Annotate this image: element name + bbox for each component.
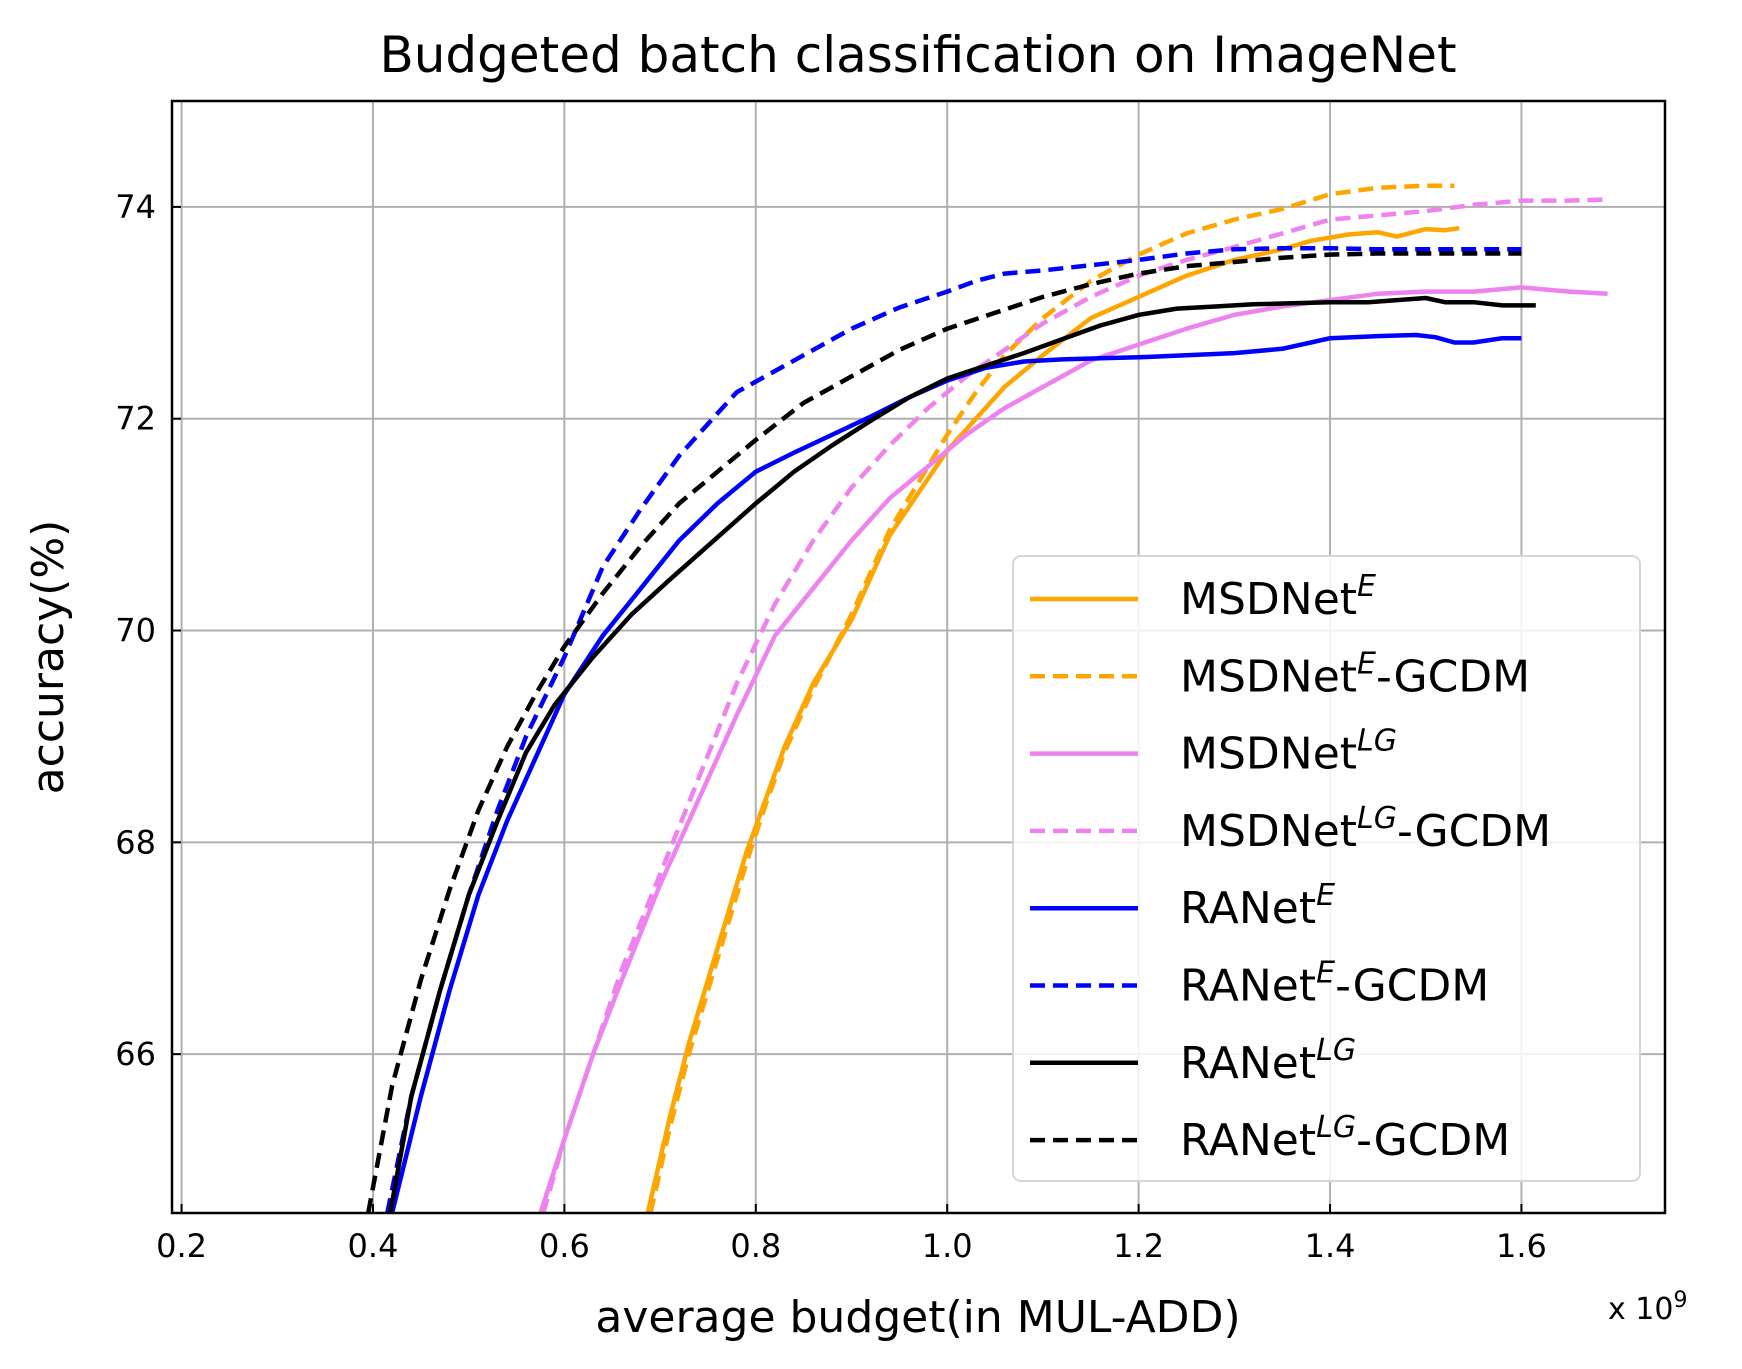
x-offset-exponent: 9	[1673, 1288, 1687, 1313]
x-tick-label: 1.0	[922, 1227, 973, 1265]
legend-label: MSDNetLG-GCDM	[1180, 801, 1551, 857]
x-tick-label: 1.4	[1305, 1227, 1356, 1265]
y-tick-label: 74	[115, 188, 156, 226]
legend-label-name: MSDNet	[1180, 574, 1357, 625]
legend-label-superscript: E	[1316, 956, 1335, 991]
x-tick-label: 0.4	[348, 1227, 399, 1265]
legend-label-superscript: E	[1357, 646, 1376, 681]
legend-box	[1012, 555, 1641, 1182]
legend-label: MSDNetE-GCDM	[1180, 646, 1530, 702]
legend-label: MSDNetLG	[1180, 724, 1397, 780]
x-offset-base: x 10	[1608, 1292, 1673, 1327]
y-tick-label: 66	[115, 1035, 156, 1073]
plot-series	[365, 183, 1608, 1213]
y-tick-label: 72	[115, 400, 156, 438]
legend-label-superscript: LG	[1357, 801, 1397, 836]
x-tick-label: 0.8	[730, 1227, 781, 1265]
legend-label-name: MSDNet	[1180, 729, 1357, 780]
series-line-ranet-lg	[387, 295, 1536, 1213]
legend-label-name: RANet	[1180, 1115, 1316, 1166]
chart-title: Budgeted batch classification on ImageNe…	[379, 26, 1456, 84]
legend-label-superscript: LG	[1316, 1110, 1356, 1145]
legend-label-name: MSDNet	[1180, 806, 1357, 857]
legend-label-superscript: LG	[1357, 724, 1397, 759]
x-offset-label: x 109	[1608, 1288, 1687, 1327]
series-line-msdnet-e	[645, 225, 1460, 1213]
legend-label-superscript: E	[1357, 569, 1376, 604]
legend-label: RANetE-GCDM	[1180, 956, 1489, 1012]
y-axis-label: accuracy(%)	[23, 520, 74, 795]
series-line-ranet-e-gcdm	[385, 245, 1522, 1213]
legend-label: RANetLG	[1180, 1033, 1356, 1089]
legend-label-suffix: -GCDM	[1376, 651, 1530, 702]
legend-label-suffix: -GCDM	[1356, 1115, 1510, 1166]
series-line-msdnet-lg-gcdm	[541, 197, 1608, 1213]
plot-frame	[170, 99, 1667, 1215]
y-tick-label: 70	[115, 612, 156, 650]
legend-label-suffix: -GCDM	[1397, 806, 1551, 857]
x-tick-label: 0.6	[539, 1227, 590, 1265]
y-tick-label: 68	[115, 823, 156, 861]
legend-label: MSDNetE	[1180, 569, 1376, 625]
axis-ticks: 0.2 0.4 0.6 0.8 1.0 1.2 1.4 1.6 66 68 70 72 74	[115, 188, 1547, 1265]
series-line-ranet-lg-gcdm	[365, 251, 1522, 1213]
x-axis-label: average budget(in MUL-ADD)	[595, 1292, 1240, 1343]
x-tick-label: 1.2	[1113, 1227, 1164, 1265]
legend-label-name: RANet	[1180, 961, 1316, 1012]
legend-label: RANetE	[1180, 878, 1335, 934]
legend-label-superscript: LG	[1316, 1033, 1356, 1068]
legend-label-suffix: -GCDM	[1335, 961, 1489, 1012]
legend-label-name: RANet	[1180, 883, 1316, 934]
legend-label-name: MSDNet	[1180, 651, 1357, 702]
legend-label-name: RANet	[1180, 1038, 1316, 1089]
legend-label-superscript: E	[1316, 878, 1335, 913]
x-tick-label: 0.2	[156, 1227, 207, 1265]
x-tick-label: 1.6	[1496, 1227, 1547, 1265]
legend-label: RANetLG-GCDM	[1180, 1110, 1510, 1166]
series-line-msdnet-lg	[538, 285, 1608, 1213]
legend: MSDNetEMSDNetE-GCDMMSDNetLGMSDNetLG-GCDM…	[1012, 555, 1641, 1182]
